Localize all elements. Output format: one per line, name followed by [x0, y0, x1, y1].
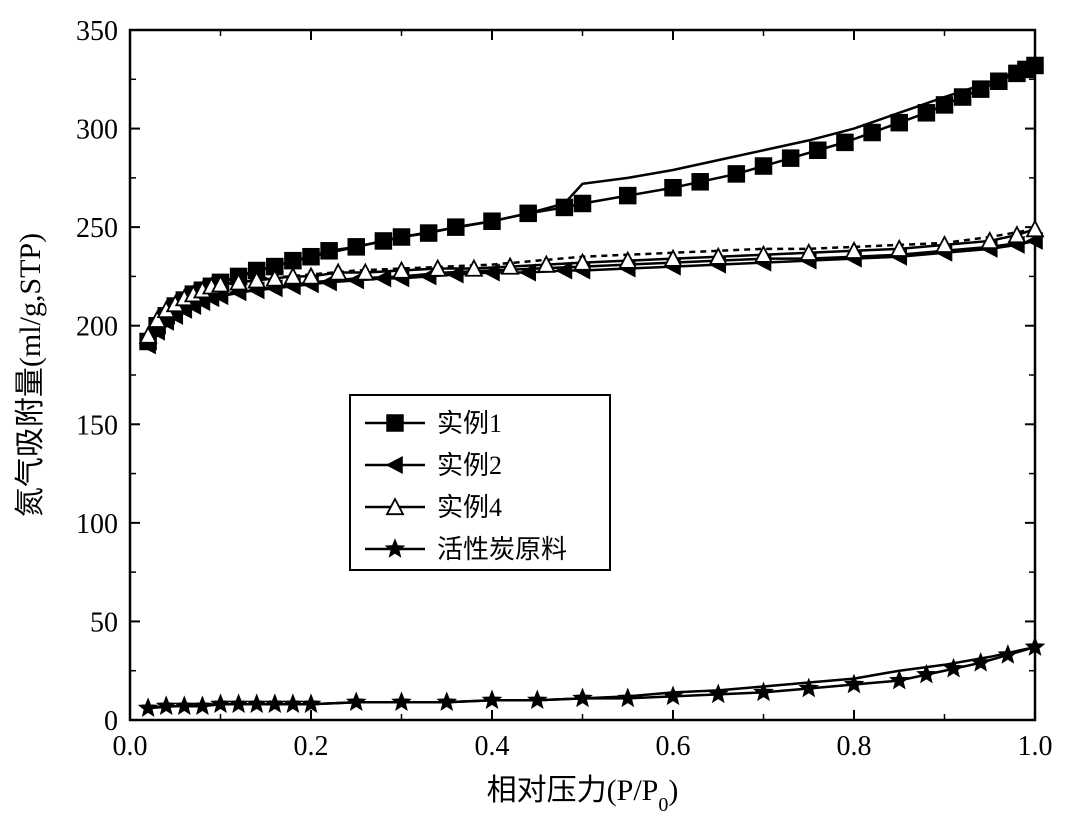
- y-axis-label: 氮气吸附量(ml/g,STP): [14, 233, 47, 517]
- legend-label: 实例2: [437, 451, 502, 480]
- legend: 实例1 实例2 实例4 活性炭原料: [350, 395, 610, 570]
- x-axis-label: 相对压力(P/P0): [487, 774, 679, 816]
- plot-border: [130, 30, 1035, 720]
- y-tick-label: 100: [76, 509, 118, 540]
- series-s3: [140, 221, 1043, 343]
- x-tick-label: 0.4: [475, 731, 510, 762]
- y-tick-label: 50: [90, 607, 118, 638]
- x-tick-label: 0.2: [294, 731, 329, 762]
- y-tick-label: 250: [76, 213, 118, 244]
- y-tick-label: 350: [76, 16, 118, 47]
- y-tick-label: 200: [76, 312, 118, 343]
- series-s1: [140, 57, 1043, 349]
- y-tick-label: 300: [76, 115, 118, 146]
- legend-label: 活性炭原料: [437, 535, 567, 564]
- chart-svg: 0.00.20.40.60.81.0050100150200250300350相…: [0, 0, 1080, 840]
- legend-label: 实例1: [437, 409, 502, 438]
- x-tick-label: 0.8: [837, 731, 872, 762]
- x-tick-label: 0.6: [656, 731, 691, 762]
- series-s2: [140, 233, 1042, 353]
- chart-container: 0.00.20.40.60.81.0050100150200250300350相…: [0, 0, 1080, 840]
- x-tick-label: 1.0: [1018, 731, 1053, 762]
- y-tick-label: 150: [76, 410, 118, 441]
- y-tick-label: 0: [104, 706, 118, 737]
- legend-label: 实例4: [437, 493, 502, 522]
- series-s4: [139, 638, 1043, 716]
